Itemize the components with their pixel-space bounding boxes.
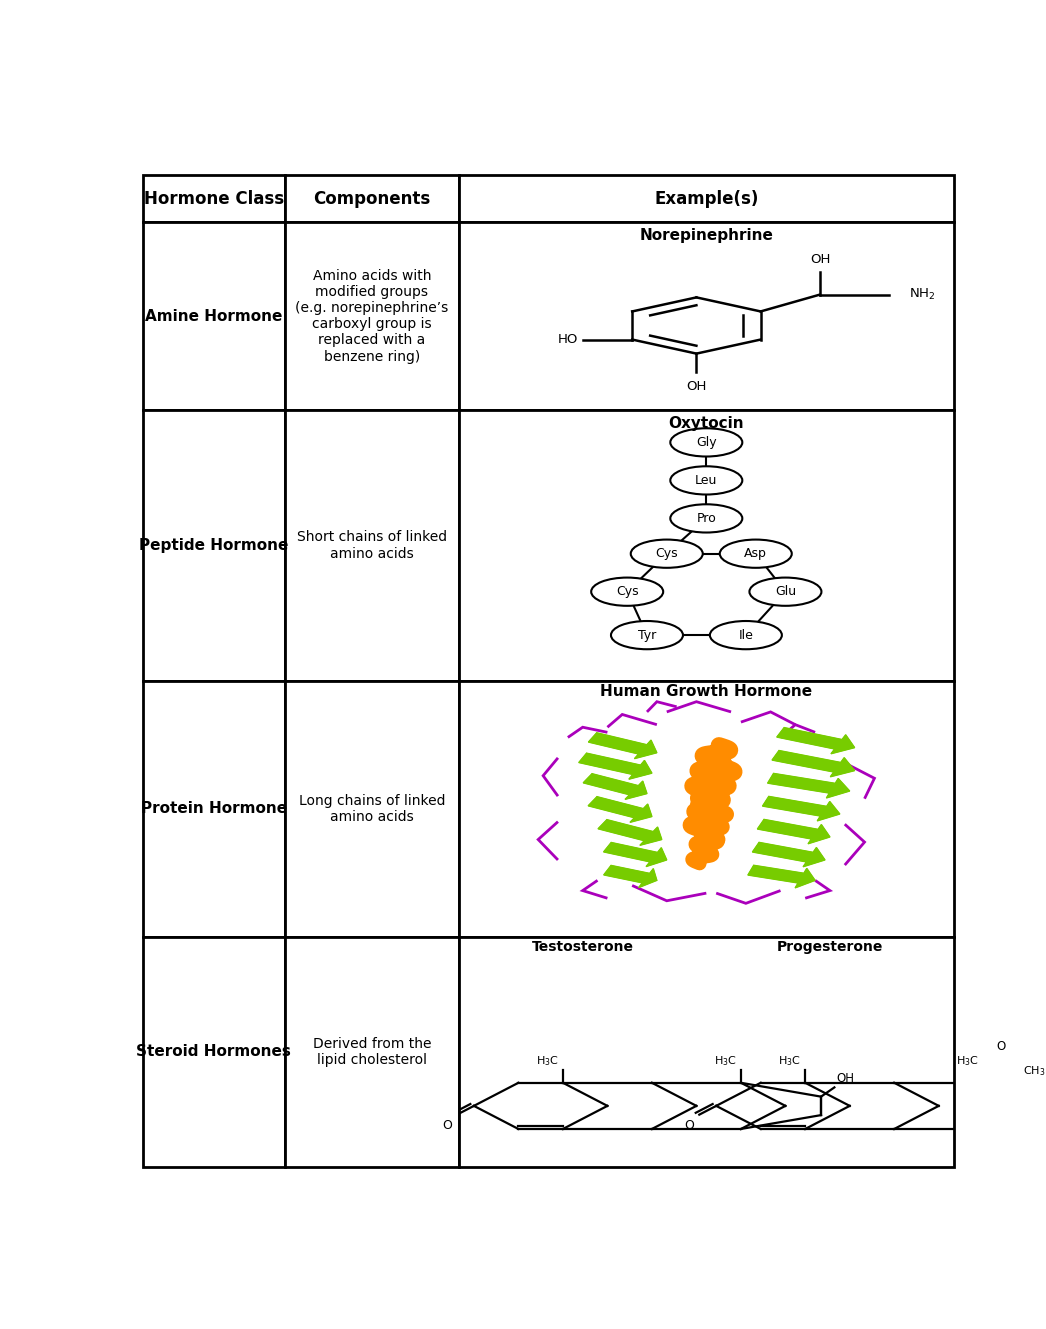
Text: Norepinephrine: Norepinephrine bbox=[639, 229, 773, 243]
Bar bbox=[285, 222, 459, 409]
Polygon shape bbox=[748, 865, 815, 888]
Text: Components: Components bbox=[314, 190, 431, 207]
Text: H$_3$C: H$_3$C bbox=[778, 1054, 801, 1067]
Ellipse shape bbox=[591, 578, 663, 606]
Polygon shape bbox=[604, 843, 666, 867]
Ellipse shape bbox=[670, 466, 743, 494]
Bar bbox=[459, 409, 954, 682]
Text: Cys: Cys bbox=[656, 548, 678, 561]
Ellipse shape bbox=[611, 621, 683, 650]
Polygon shape bbox=[763, 796, 840, 821]
Ellipse shape bbox=[749, 578, 821, 606]
Ellipse shape bbox=[710, 621, 781, 650]
Ellipse shape bbox=[670, 504, 743, 533]
Polygon shape bbox=[578, 754, 652, 779]
Bar bbox=[459, 222, 954, 409]
Text: Tyr: Tyr bbox=[638, 629, 656, 642]
Bar bbox=[143, 937, 285, 1167]
Polygon shape bbox=[777, 727, 855, 754]
Text: Glu: Glu bbox=[775, 585, 796, 598]
Text: OH: OH bbox=[810, 253, 831, 266]
Text: Leu: Leu bbox=[696, 474, 718, 486]
Text: Short chains of linked
amino acids: Short chains of linked amino acids bbox=[297, 530, 447, 561]
Text: Pro: Pro bbox=[697, 512, 717, 525]
Text: H$_3$C: H$_3$C bbox=[956, 1054, 979, 1067]
Text: Oxytocin: Oxytocin bbox=[668, 416, 744, 431]
Bar bbox=[143, 682, 285, 937]
Text: Human Growth Hormone: Human Growth Hormone bbox=[600, 684, 813, 699]
Text: Example(s): Example(s) bbox=[654, 190, 758, 207]
Polygon shape bbox=[598, 820, 662, 845]
Text: Protein Hormone: Protein Hormone bbox=[141, 801, 287, 816]
Text: O: O bbox=[442, 1119, 452, 1131]
Text: CH$_3$: CH$_3$ bbox=[1023, 1065, 1046, 1078]
Bar bbox=[285, 409, 459, 682]
Bar bbox=[143, 222, 285, 409]
Polygon shape bbox=[588, 796, 652, 823]
Text: Peptide Hormone: Peptide Hormone bbox=[139, 538, 289, 553]
Bar bbox=[285, 682, 459, 937]
Polygon shape bbox=[757, 820, 829, 844]
Bar bbox=[143, 409, 285, 682]
Polygon shape bbox=[752, 843, 825, 867]
Polygon shape bbox=[772, 751, 855, 777]
Text: Derived from the
lipid cholesterol: Derived from the lipid cholesterol bbox=[313, 1037, 431, 1067]
Text: Amine Hormone: Amine Hormone bbox=[145, 308, 282, 324]
Text: Steroid Hormones: Steroid Hormones bbox=[136, 1045, 291, 1059]
Text: O: O bbox=[997, 1039, 1006, 1053]
Polygon shape bbox=[604, 865, 657, 888]
Text: Long chains of linked
amino acids: Long chains of linked amino acids bbox=[299, 793, 446, 824]
Bar bbox=[143, 175, 285, 222]
Bar bbox=[459, 937, 954, 1167]
Text: Hormone Class: Hormone Class bbox=[143, 190, 283, 207]
Text: H$_3$C: H$_3$C bbox=[536, 1054, 559, 1067]
Text: Ile: Ile bbox=[738, 629, 753, 642]
Text: Testosterone: Testosterone bbox=[531, 940, 634, 954]
Text: Cys: Cys bbox=[616, 585, 638, 598]
Ellipse shape bbox=[631, 540, 703, 567]
Polygon shape bbox=[584, 773, 647, 799]
Bar bbox=[285, 937, 459, 1167]
Text: Gly: Gly bbox=[696, 436, 717, 449]
Polygon shape bbox=[589, 732, 657, 759]
Ellipse shape bbox=[670, 428, 743, 456]
Bar bbox=[459, 682, 954, 937]
Text: H$_3$C: H$_3$C bbox=[713, 1054, 736, 1067]
Bar bbox=[459, 175, 954, 222]
Polygon shape bbox=[768, 773, 849, 797]
Text: O: O bbox=[684, 1119, 695, 1131]
Bar bbox=[285, 175, 459, 222]
Text: HO: HO bbox=[558, 334, 577, 346]
Text: Amino acids with
modified groups
(e.g. norepinephrine’s
carboxyl group is
replac: Amino acids with modified groups (e.g. n… bbox=[295, 268, 449, 364]
Text: NH$_2$: NH$_2$ bbox=[909, 287, 935, 302]
Ellipse shape bbox=[720, 540, 792, 567]
Text: OH: OH bbox=[837, 1073, 855, 1084]
Text: Asp: Asp bbox=[745, 548, 767, 561]
Text: OH: OH bbox=[686, 380, 707, 393]
Text: Progesterone: Progesterone bbox=[777, 940, 883, 954]
